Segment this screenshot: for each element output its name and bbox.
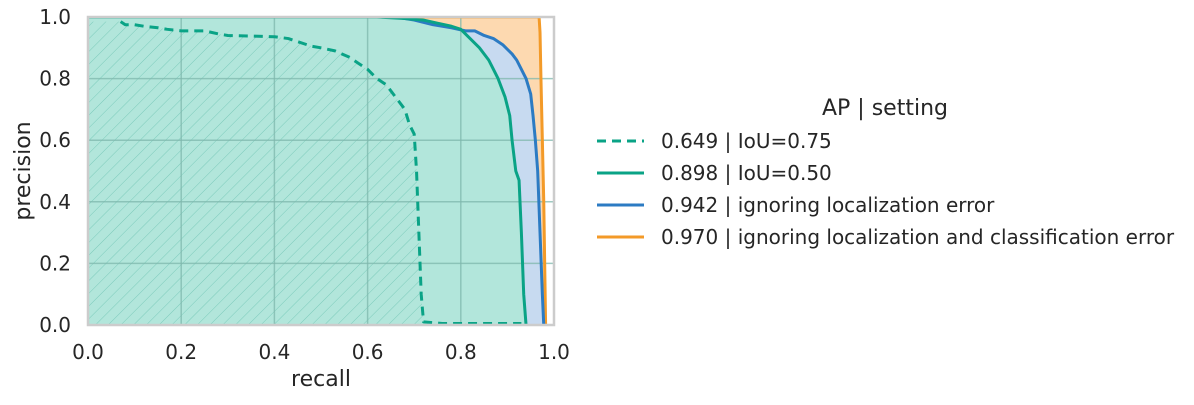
plot-frame <box>86 15 556 327</box>
series-line-1 <box>88 17 528 325</box>
x-axis-label: recall <box>291 367 351 392</box>
legend-label: 0.942 | ignoring localization error <box>661 193 995 217</box>
legend-entry: 0.898 | IoU=0.50 <box>597 161 832 185</box>
legend-label: 0.649 | IoU=0.75 <box>661 129 832 153</box>
x-tick-label: 0.0 <box>72 340 104 364</box>
y-tick-label: 0.2 <box>39 251 71 275</box>
legend-label: 0.898 | IoU=0.50 <box>661 161 832 185</box>
x-tick-label: 1.0 <box>538 340 570 364</box>
y-tick-label: 0.6 <box>39 128 71 152</box>
legend-entry: 0.942 | ignoring localization error <box>597 193 995 217</box>
grid <box>88 17 554 325</box>
legend-title: AP | setting <box>822 96 948 121</box>
series-line-0 <box>119 20 522 325</box>
y-tick-label: 1.0 <box>39 5 71 29</box>
y-tick-label: 0.4 <box>39 190 71 214</box>
area-hatch-series-0 <box>88 21 522 325</box>
y-tick-labels: 0.0 0.2 0.4 0.6 0.8 1.0 <box>39 5 71 337</box>
y-tick-label: 0.8 <box>39 67 71 91</box>
legend: AP | setting 0.649 | IoU=0.75 0.898 | IoU… <box>597 96 1175 249</box>
x-tick-label: 0.2 <box>165 340 197 364</box>
series-line-3 <box>88 17 548 325</box>
x-tick-label: 0.8 <box>445 340 477 364</box>
legend-entry: 0.970 | ignoring localization and classi… <box>597 225 1175 249</box>
series-line-2 <box>88 17 546 325</box>
legend-entry: 0.649 | IoU=0.75 <box>597 129 832 153</box>
y-axis-label: precision <box>11 121 36 220</box>
x-tick-label: 0.4 <box>258 340 290 364</box>
y-tick-label: 0.0 <box>39 313 71 337</box>
legend-label: 0.970 | ignoring localization and classi… <box>661 225 1175 249</box>
x-tick-label: 0.6 <box>352 340 384 364</box>
x-tick-labels: 0.0 0.2 0.4 0.6 0.8 1.0 <box>72 340 570 364</box>
